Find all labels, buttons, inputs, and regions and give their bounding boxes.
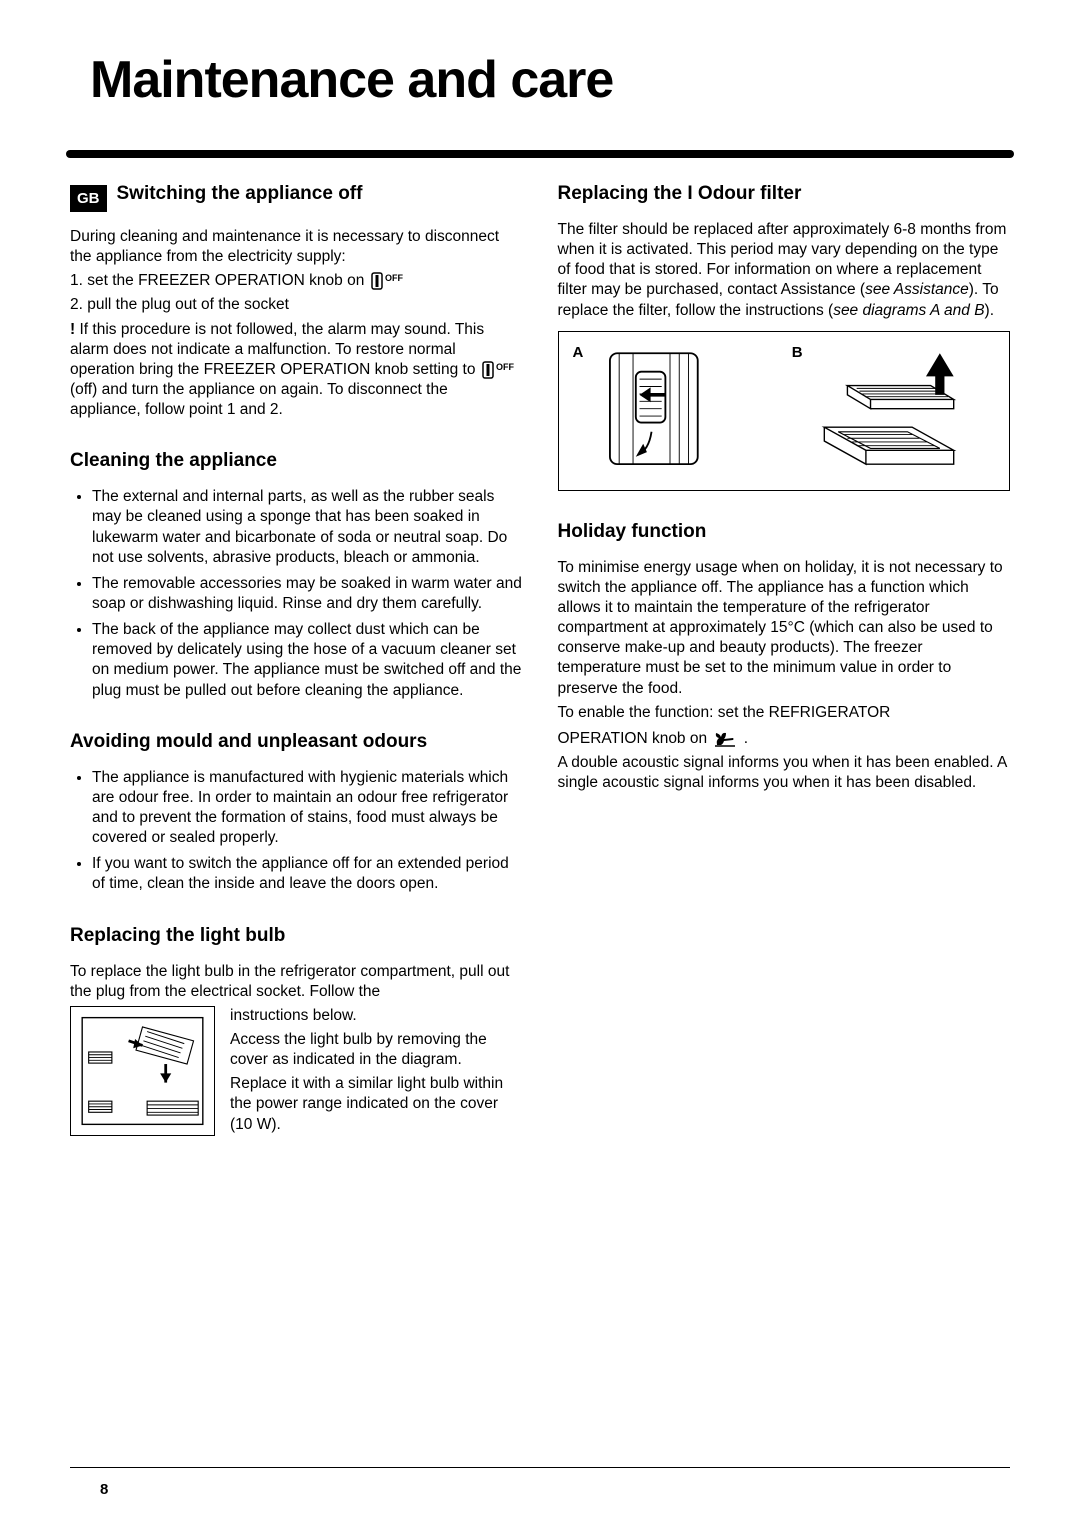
list-item: The back of the appliance may collect du… — [92, 620, 523, 701]
freezer-off-icon: OFF — [482, 361, 516, 379]
divider — [70, 150, 1010, 158]
freezer-off-icon: OFF — [371, 272, 405, 290]
text: To minimise energy usage when on holiday… — [558, 558, 1011, 699]
text: To replace the light bulb in the refrige… — [70, 962, 523, 1002]
text: The filter should be replaced after appr… — [558, 220, 1011, 321]
list-item: The external and internal parts, as well… — [92, 487, 523, 568]
list-item: The appliance is manufactured with hygie… — [92, 768, 523, 849]
list-item: The removable accessories may be soaked … — [92, 574, 523, 614]
section-head-holiday: Holiday function — [558, 521, 1011, 543]
diagram-label-a: A — [573, 344, 584, 361]
text: Access the light bulb by removing the co… — [230, 1030, 523, 1070]
right-column: Replacing the I Odour filter The filter … — [558, 183, 1011, 1169]
language-badge: GB — [70, 185, 107, 212]
section-head-mould: Avoiding mould and unpleasant odours — [70, 731, 523, 753]
text: A double acoustic signal informs you whe… — [558, 753, 1011, 793]
page-number: 8 — [100, 1481, 108, 1498]
text: instructions below. — [230, 1006, 523, 1026]
section-head-bulb: Replacing the light bulb — [70, 925, 523, 947]
left-column: GB Switching the appliance off During cl… — [70, 183, 523, 1169]
section-head-cleaning: Cleaning the appliance — [70, 450, 523, 472]
filter-diagram: A B — [558, 331, 1011, 491]
list-item: If you want to switch the appliance off … — [92, 854, 523, 894]
diagram-label-b: B — [792, 344, 803, 361]
page-title: Maintenance and care — [90, 50, 1010, 110]
text: 1. set the FREEZER OPERATION knob on OFF — [70, 271, 523, 291]
section-head-switching-off: Switching the appliance off — [117, 183, 363, 205]
svg-text:OFF: OFF — [385, 273, 403, 283]
section-head-filter: Replacing the I Odour filter — [558, 183, 1011, 205]
text: OPERATION knob on . — [558, 729, 1011, 749]
text: To enable the function: set the REFRIGER… — [558, 703, 1011, 723]
footer-line — [70, 1467, 1010, 1469]
svg-text:OFF: OFF — [496, 362, 514, 372]
text: During cleaning and maintenance it is ne… — [70, 227, 523, 267]
holiday-icon — [713, 730, 737, 748]
text: Replace it with a similar light bulb wit… — [230, 1074, 523, 1134]
bulb-diagram — [70, 1006, 215, 1136]
text: ! If this procedure is not followed, the… — [70, 320, 523, 421]
text: 2. pull the plug out of the socket — [70, 295, 523, 315]
